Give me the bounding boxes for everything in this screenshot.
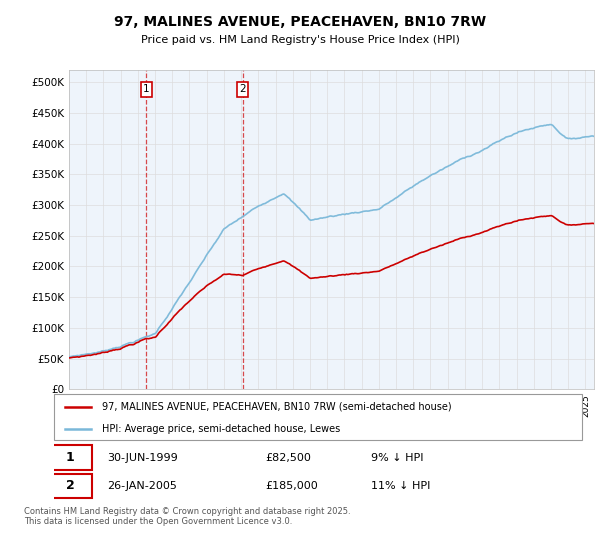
Text: £82,500: £82,500	[265, 452, 311, 463]
Text: £185,000: £185,000	[265, 481, 318, 491]
Text: HPI: Average price, semi-detached house, Lewes: HPI: Average price, semi-detached house,…	[101, 423, 340, 433]
Text: 26-JAN-2005: 26-JAN-2005	[107, 481, 176, 491]
FancyBboxPatch shape	[54, 394, 582, 440]
Text: 1: 1	[66, 451, 75, 464]
Text: 30-JUN-1999: 30-JUN-1999	[107, 452, 178, 463]
Text: 11% ↓ HPI: 11% ↓ HPI	[371, 481, 430, 491]
Text: Price paid vs. HM Land Registry's House Price Index (HPI): Price paid vs. HM Land Registry's House …	[140, 35, 460, 45]
Text: 1: 1	[143, 84, 150, 94]
Text: Contains HM Land Registry data © Crown copyright and database right 2025.
This d: Contains HM Land Registry data © Crown c…	[24, 507, 350, 526]
Text: 2: 2	[66, 479, 75, 492]
FancyBboxPatch shape	[49, 474, 92, 498]
Text: 9% ↓ HPI: 9% ↓ HPI	[371, 452, 424, 463]
Text: 2: 2	[239, 84, 246, 94]
Text: 97, MALINES AVENUE, PEACEHAVEN, BN10 7RW (semi-detached house): 97, MALINES AVENUE, PEACEHAVEN, BN10 7RW…	[101, 402, 451, 412]
Text: 97, MALINES AVENUE, PEACEHAVEN, BN10 7RW: 97, MALINES AVENUE, PEACEHAVEN, BN10 7RW	[114, 15, 486, 29]
FancyBboxPatch shape	[49, 445, 92, 470]
